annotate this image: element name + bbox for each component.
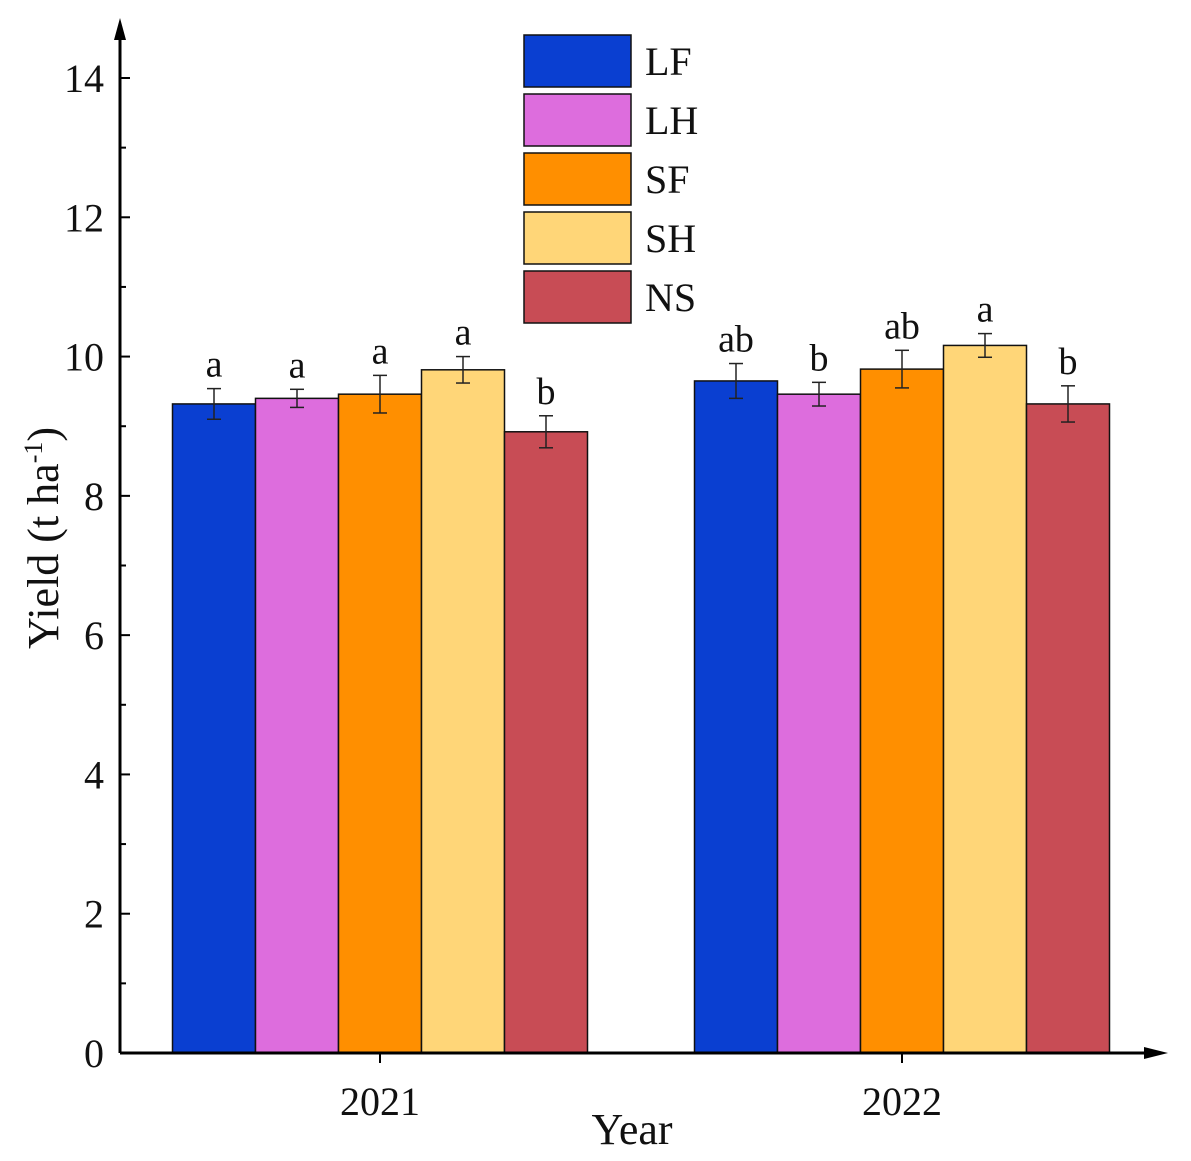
error-bars-layer <box>207 332 1075 449</box>
y-axis-arrow-icon <box>114 18 126 40</box>
y-axis-title-main: Yield (t ha <box>19 463 68 649</box>
bar-sf-2022 <box>859 368 945 1054</box>
legend-label-ns: NS <box>645 275 696 320</box>
x-axis-arrow-icon <box>1144 1047 1168 1059</box>
significance-label-lh-2022: b <box>810 337 829 379</box>
legend-item-sh: SH <box>523 211 696 265</box>
bars-layer <box>171 344 1111 1054</box>
x-ticks-layer: 2021 2022 <box>340 1053 942 1124</box>
legend-item-lh: LH <box>523 93 698 147</box>
bar-lf-2021 <box>171 403 257 1054</box>
y-tick-label: 14 <box>64 56 104 101</box>
significance-label-ns-2022: b <box>1059 341 1078 383</box>
legend-item-lf: LF <box>523 34 692 88</box>
bar-sh-2021 <box>420 369 506 1054</box>
error-bar-lh-2022 <box>812 381 826 407</box>
significance-label-ns-2021: b <box>537 371 556 413</box>
y-axis-title-superscript: -1 <box>19 442 48 464</box>
y-axis-title-close: ) <box>19 427 68 442</box>
error-bar-lf-2022 <box>729 362 743 400</box>
legend-item-sf: SF <box>523 152 690 206</box>
legend-swatch-lh <box>523 93 632 147</box>
significance-label-lh-2021: a <box>289 344 306 386</box>
bar-sh-2022 <box>942 344 1028 1054</box>
bar-sf-2021 <box>337 393 423 1054</box>
error-bar-ns-2022 <box>1061 385 1075 423</box>
y-tick-label: 10 <box>64 335 104 380</box>
bar-ns-2022 <box>1025 403 1111 1054</box>
y-tick-label: 0 <box>84 1031 104 1076</box>
significance-label-sf-2021: a <box>372 330 389 372</box>
x-axis-title: Year <box>591 1105 672 1154</box>
legend-label-sf: SF <box>645 157 690 202</box>
y-tick-label: 8 <box>84 474 104 519</box>
y-ticks-layer: 0 2 4 6 8 10 12 14 <box>64 56 130 1076</box>
error-bar-lh-2021 <box>290 388 304 409</box>
significance-label-lf-2022: ab <box>718 319 754 361</box>
significance-label-sh-2021: a <box>455 312 472 354</box>
error-bar-sh-2022 <box>978 332 992 359</box>
bar-ns-2021 <box>503 431 589 1054</box>
significance-label-sf-2022: ab <box>884 305 920 347</box>
y-tick-label: 6 <box>84 613 104 658</box>
y-tick-label: 12 <box>64 195 104 240</box>
legend: LF LH SF SH NS <box>523 34 698 324</box>
bar-lh-2021 <box>254 397 340 1054</box>
error-bar-sf-2021 <box>373 374 387 414</box>
legend-label-sh: SH <box>645 216 696 261</box>
legend-label-lf: LF <box>645 39 692 84</box>
significance-label-lf-2021: a <box>206 344 223 386</box>
legend-swatch-ns <box>523 270 632 324</box>
legend-swatch-sh <box>523 211 632 265</box>
significance-label-sh-2022: a <box>977 289 994 331</box>
y-axis-title: Yield (t ha-1) <box>19 427 68 649</box>
legend-item-ns: NS <box>523 270 696 324</box>
bar-lh-2022 <box>776 393 862 1054</box>
error-bar-sf-2022 <box>895 349 909 389</box>
legend-label-lh: LH <box>645 98 698 143</box>
error-bar-ns-2021 <box>539 415 553 449</box>
y-tick-label: 4 <box>84 752 104 797</box>
legend-swatch-lf <box>523 34 632 88</box>
x-tick-label-2021: 2021 <box>340 1079 420 1124</box>
x-tick-label-2022: 2022 <box>862 1079 942 1124</box>
error-bar-lf-2021 <box>207 387 221 420</box>
y-tick-label: 2 <box>84 892 104 937</box>
error-bar-sh-2021 <box>456 355 470 384</box>
legend-swatch-sf <box>523 152 632 206</box>
bar-lf-2022 <box>693 380 779 1054</box>
